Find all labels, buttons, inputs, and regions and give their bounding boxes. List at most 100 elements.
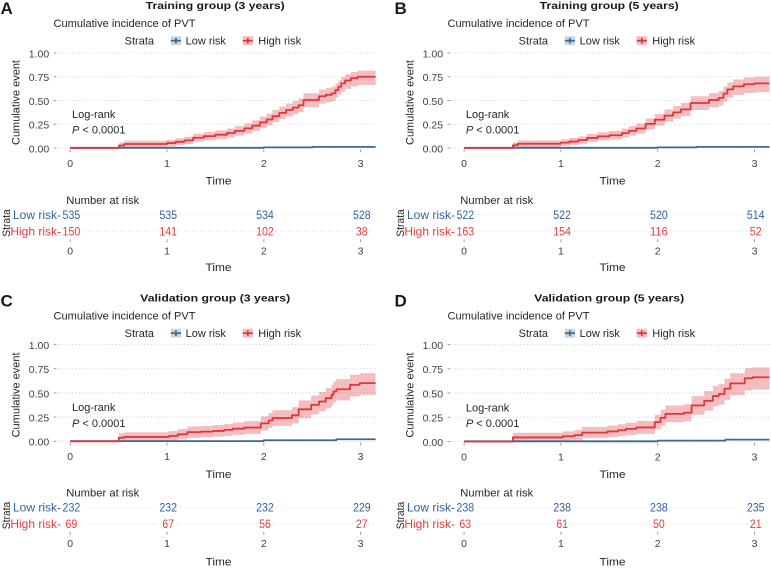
svg-text:102: 102 (256, 224, 274, 238)
svg-text:141: 141 (159, 224, 177, 238)
svg-text:0: 0 (461, 158, 467, 170)
svg-text:229: 229 (353, 501, 371, 515)
svg-text:0: 0 (67, 451, 73, 463)
svg-text:535: 535 (63, 208, 81, 222)
svg-text:0.75: 0.75 (29, 364, 50, 376)
svg-text:522: 522 (456, 208, 474, 222)
svg-text:1: 1 (164, 245, 170, 257)
svg-text:Time: Time (206, 469, 232, 481)
svg-text:High risk-: High risk- (10, 224, 61, 238)
svg-text:2: 2 (261, 451, 267, 463)
svg-text:Strata: Strata (395, 501, 407, 529)
svg-text:Time: Time (206, 262, 232, 274)
svg-text:P < 0.0001: P < 0.0001 (466, 125, 520, 137)
svg-text:21: 21 (750, 517, 762, 531)
svg-text:116: 116 (650, 224, 668, 238)
svg-text:High risk: High risk (258, 328, 301, 340)
svg-text:0.50: 0.50 (423, 388, 444, 400)
svg-text:63: 63 (459, 517, 471, 531)
svg-text:Strata: Strata (1, 501, 13, 529)
svg-text:1.00: 1.00 (29, 340, 50, 352)
svg-text:69: 69 (66, 517, 78, 531)
svg-text:Cumulative event: Cumulative event (405, 60, 417, 145)
svg-text:232: 232 (159, 501, 177, 515)
svg-text:High risk: High risk (652, 35, 695, 47)
svg-text:1: 1 (558, 245, 564, 257)
svg-text:Strata: Strata (125, 35, 155, 47)
svg-text:Time: Time (206, 556, 232, 568)
svg-text:0.00: 0.00 (423, 143, 444, 155)
svg-text:232: 232 (256, 501, 274, 515)
svg-text:Low risk-: Low risk- (13, 208, 61, 222)
svg-text:238: 238 (650, 501, 668, 515)
svg-text:Time: Time (600, 469, 626, 481)
svg-text:3: 3 (752, 158, 758, 170)
svg-text:Number at risk: Number at risk (66, 488, 139, 500)
svg-text:150: 150 (63, 224, 81, 238)
svg-text:Strata: Strata (395, 208, 407, 236)
svg-text:534: 534 (256, 208, 274, 222)
svg-text:2: 2 (655, 451, 661, 463)
svg-text:Low risk-: Low risk- (13, 501, 61, 515)
svg-text:Log-rank: Log-rank (466, 402, 510, 414)
svg-text:0.75: 0.75 (423, 364, 444, 376)
svg-text:0.50: 0.50 (423, 96, 444, 108)
svg-text:1: 1 (558, 451, 564, 463)
svg-text:3: 3 (752, 538, 758, 550)
svg-text:52: 52 (750, 224, 762, 238)
svg-text:P < 0.0001: P < 0.0001 (72, 418, 126, 430)
svg-text:235: 235 (747, 501, 765, 515)
svg-text:0: 0 (461, 245, 467, 257)
svg-text:Low risk: Low risk (186, 35, 227, 47)
svg-text:522: 522 (553, 208, 571, 222)
svg-text:Cumulative incidence of PVT: Cumulative incidence of PVT (54, 18, 196, 30)
svg-text:2: 2 (261, 538, 267, 550)
svg-text:Low risk: Low risk (580, 35, 621, 47)
svg-text:1: 1 (558, 538, 564, 550)
svg-text:1: 1 (164, 451, 170, 463)
svg-text:P < 0.0001: P < 0.0001 (72, 125, 126, 137)
svg-text:Number at risk: Number at risk (460, 488, 533, 500)
svg-text:1: 1 (164, 158, 170, 170)
svg-text:A: A (1, 0, 13, 18)
svg-text:2: 2 (655, 158, 661, 170)
svg-text:B: B (395, 0, 407, 18)
svg-text:Cumulative incidence of PVT: Cumulative incidence of PVT (54, 311, 196, 323)
svg-text:Strata: Strata (519, 328, 549, 340)
svg-text:1.00: 1.00 (29, 48, 50, 60)
svg-text:238: 238 (456, 501, 474, 515)
svg-text:High risk-: High risk- (404, 517, 455, 531)
svg-text:232: 232 (63, 501, 81, 515)
svg-text:C: C (1, 292, 13, 311)
svg-text:High risk: High risk (652, 328, 695, 340)
svg-text:Time: Time (600, 262, 626, 274)
svg-text:0.75: 0.75 (423, 72, 444, 84)
svg-text:2: 2 (655, 245, 661, 257)
svg-text:Training group (3 years): Training group (3 years) (146, 0, 285, 12)
svg-text:0.50: 0.50 (29, 96, 50, 108)
svg-text:61: 61 (556, 517, 568, 531)
svg-text:Time: Time (206, 176, 232, 188)
svg-text:Cumulative incidence of PVT: Cumulative incidence of PVT (448, 311, 590, 323)
svg-text:0.25: 0.25 (423, 413, 444, 425)
svg-text:535: 535 (159, 208, 177, 222)
svg-text:1: 1 (558, 158, 564, 170)
svg-text:1.00: 1.00 (423, 48, 444, 60)
svg-text:0: 0 (67, 538, 73, 550)
svg-text:Time: Time (600, 556, 626, 568)
svg-text:P < 0.0001: P < 0.0001 (466, 418, 520, 430)
svg-text:0.50: 0.50 (29, 388, 50, 400)
svg-text:528: 528 (353, 208, 371, 222)
svg-text:Number at risk: Number at risk (66, 195, 139, 207)
svg-text:Validation group (5 years): Validation group (5 years) (534, 293, 684, 305)
svg-text:3: 3 (358, 451, 364, 463)
svg-text:2: 2 (655, 538, 661, 550)
svg-text:3: 3 (752, 245, 758, 257)
svg-text:Number at risk: Number at risk (460, 195, 533, 207)
svg-text:0.25: 0.25 (423, 120, 444, 132)
svg-text:High risk: High risk (258, 35, 301, 47)
svg-text:Low risk-: Low risk- (407, 501, 455, 515)
svg-text:0: 0 (461, 451, 467, 463)
svg-text:Low risk-: Low risk- (407, 208, 455, 222)
svg-text:High risk-: High risk- (10, 517, 61, 531)
